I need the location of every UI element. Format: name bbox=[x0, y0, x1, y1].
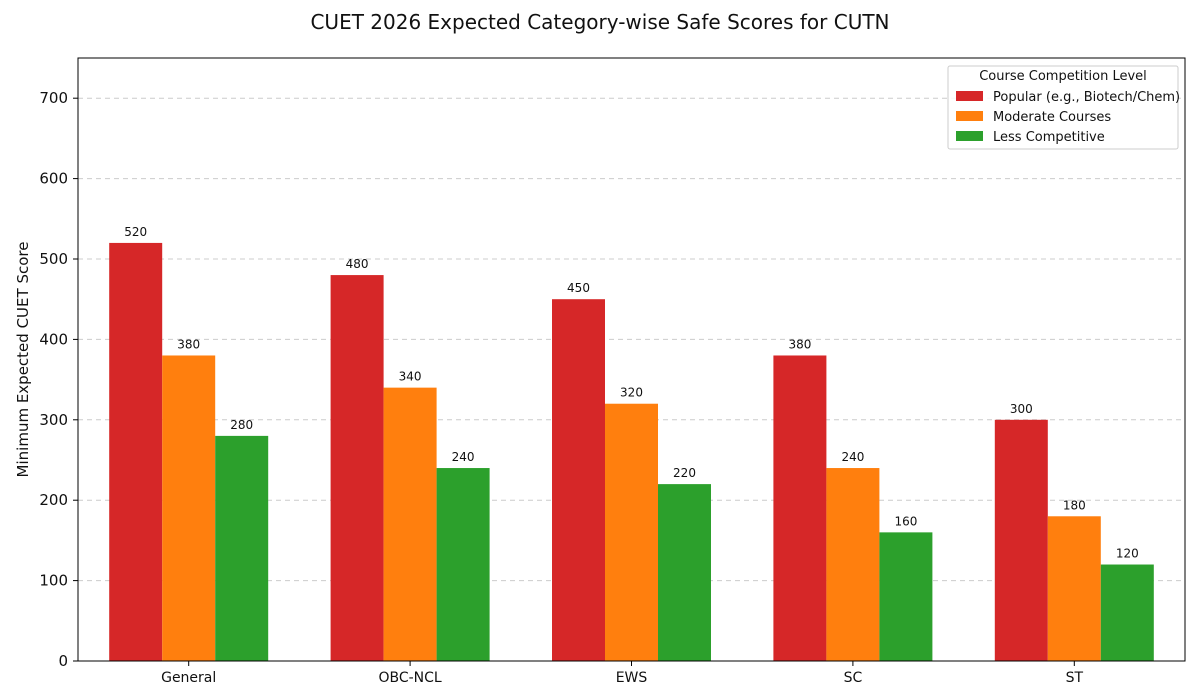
data-label: 320 bbox=[620, 386, 643, 400]
y-tick-label: 200 bbox=[39, 491, 68, 509]
y-axis-label: Minimum Expected CUET Score bbox=[14, 242, 32, 478]
legend-swatch bbox=[956, 91, 983, 101]
bar bbox=[879, 532, 933, 661]
data-label: 240 bbox=[452, 450, 475, 464]
data-label: 380 bbox=[788, 337, 811, 351]
bar bbox=[1047, 516, 1101, 661]
y-tick-label: 400 bbox=[39, 330, 68, 348]
bar bbox=[162, 355, 216, 661]
data-label: 300 bbox=[1010, 402, 1033, 416]
data-label: 340 bbox=[399, 370, 422, 384]
bar bbox=[605, 403, 658, 661]
x-tick-label: OBC-NCL bbox=[378, 670, 441, 686]
data-label: 120 bbox=[1116, 547, 1139, 561]
chart-title: CUET 2026 Expected Category-wise Safe Sc… bbox=[310, 10, 890, 34]
data-label: 380 bbox=[177, 337, 200, 351]
bar bbox=[773, 355, 827, 661]
y-tick-label: 300 bbox=[39, 411, 68, 429]
data-label: 180 bbox=[1063, 498, 1086, 512]
legend-box bbox=[947, 65, 1179, 150]
bar bbox=[826, 468, 880, 661]
legend-label: Less Competitive bbox=[993, 130, 1105, 145]
data-label: 220 bbox=[673, 466, 696, 480]
data-label: 450 bbox=[567, 281, 590, 295]
data-label: 480 bbox=[346, 257, 369, 271]
x-tick-label: SC bbox=[844, 670, 863, 686]
y-tick-label: 700 bbox=[39, 89, 68, 107]
legend-label: Moderate Courses bbox=[993, 110, 1111, 125]
bar bbox=[436, 468, 490, 661]
data-label: 280 bbox=[230, 418, 253, 432]
bar bbox=[658, 484, 711, 661]
x-tick-label: EWS bbox=[616, 670, 648, 686]
bar bbox=[109, 242, 163, 662]
y-tick-label: 100 bbox=[39, 572, 68, 590]
legend-title: Course Competition Level bbox=[979, 69, 1147, 84]
y-tick-label: 500 bbox=[39, 250, 68, 268]
bar bbox=[383, 387, 437, 661]
bar bbox=[215, 435, 269, 661]
x-tick-label: ST bbox=[1066, 670, 1084, 686]
y-tick-label: 0 bbox=[58, 652, 68, 670]
bar bbox=[330, 275, 384, 661]
bar bbox=[994, 419, 1048, 661]
legend-swatch bbox=[956, 111, 983, 121]
x-tick-label: General bbox=[161, 670, 216, 686]
data-label: 520 bbox=[124, 225, 147, 239]
legend-label: Popular (e.g., Biotech/Chem) bbox=[993, 90, 1180, 105]
bar bbox=[552, 299, 605, 661]
plot-frame bbox=[77, 57, 1186, 662]
bar bbox=[1100, 564, 1154, 661]
legend-swatch bbox=[956, 131, 983, 141]
data-label: 160 bbox=[894, 514, 917, 528]
y-tick-label: 600 bbox=[39, 170, 68, 188]
data-label: 240 bbox=[841, 450, 864, 464]
